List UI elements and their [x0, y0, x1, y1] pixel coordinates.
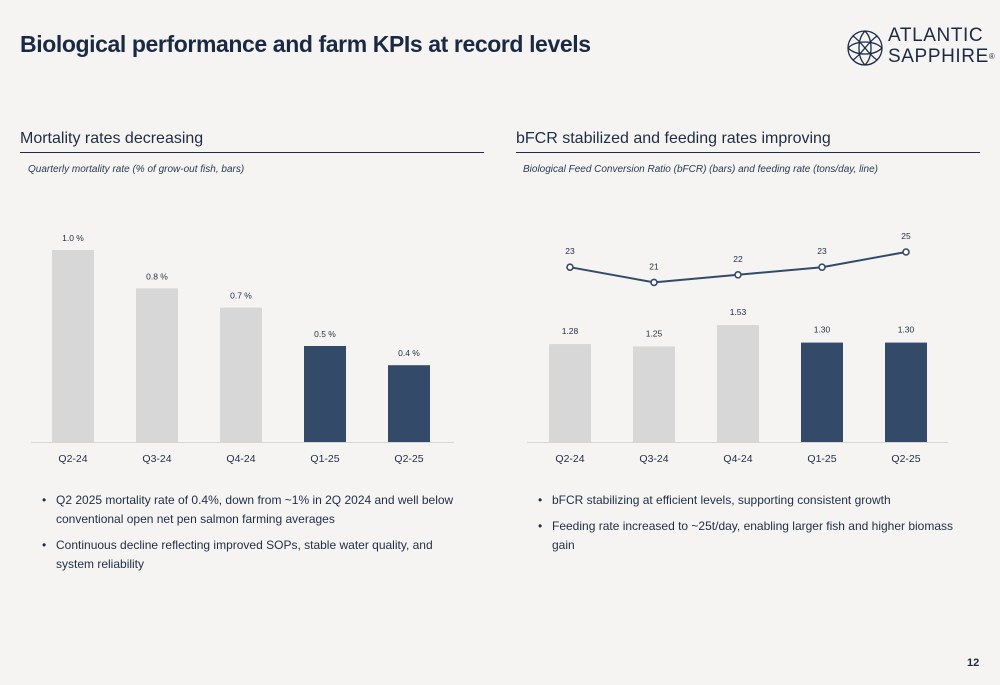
feeding-rate-point	[650, 278, 658, 287]
feeding-rate-point	[902, 248, 910, 256]
bfcr-data-label: 1.30	[898, 325, 915, 335]
mortality-bar	[52, 250, 94, 442]
x-tick-label: Q4-24	[723, 453, 752, 465]
feeding-rate-data-label: 25	[901, 231, 911, 241]
page-number: 12	[967, 657, 980, 669]
bfcr-bar	[801, 342, 843, 442]
bfcr-data-label: 1.25	[646, 328, 663, 338]
bfcr-bar	[717, 325, 759, 442]
x-tick-label: Q1-25	[807, 453, 836, 465]
company-logo: ATLANTIC SAPPHIRE®	[845, 23, 995, 75]
mortality-bar	[304, 346, 346, 442]
feeding-rate-point	[734, 270, 742, 279]
feeding-rate-point	[818, 263, 826, 272]
logo-line-1: ATLANTIC	[888, 25, 984, 46]
right-bullet-list: bFCR stabilizing at efficient levels, su…	[536, 491, 976, 562]
x-tick-label: Q2-24	[555, 453, 584, 465]
logo-wordmark: ATLANTIC SAPPHIRE®	[888, 25, 995, 67]
mortality-data-label: 0.7 %	[230, 291, 252, 301]
feeding-rate-point	[566, 263, 574, 272]
bfcr-data-label: 1.30	[814, 325, 831, 335]
feeding-rate-data-label: 21	[649, 261, 659, 271]
bfcr-data-label: 1.53	[730, 307, 747, 317]
left-bullet-2: Continuous decline reflecting improved S…	[40, 536, 470, 574]
left-chart-subtitle: Quarterly mortality rate (% of grow-out …	[28, 164, 245, 175]
mortality-data-label: 0.4 %	[398, 348, 420, 358]
x-tick-label: Q2-25	[891, 453, 920, 465]
x-tick-label: Q2-25	[394, 453, 423, 465]
mortality-bar	[136, 288, 178, 442]
x-tick-label: Q3-24	[639, 453, 668, 465]
left-bullet-list: Q2 2025 mortality rate of 0.4%, down fro…	[40, 491, 470, 581]
x-tick-label: Q1-25	[310, 453, 339, 465]
logo-line-2: SAPPHIRE®	[888, 46, 996, 67]
bfcr-bar	[885, 342, 927, 442]
mortality-data-label: 0.8 %	[146, 271, 168, 281]
bfcr-bar	[633, 346, 675, 442]
page-title: Biological performance and farm KPIs at …	[20, 31, 591, 57]
x-tick-label: Q2-24	[58, 453, 87, 465]
feeding-rate-data-label: 23	[565, 246, 575, 256]
x-tick-label: Q4-24	[226, 453, 255, 465]
x-tick-label: Q3-24	[142, 453, 171, 465]
right-bullet-1: bFCR stabilizing at efficient levels, su…	[536, 491, 976, 510]
feeding-rate-data-label: 22	[733, 254, 743, 264]
mortality-bar	[388, 365, 430, 442]
left-section-heading: Mortality rates decreasing	[20, 130, 204, 147]
logo-mark-icon	[847, 30, 883, 66]
mortality-data-label: 0.5 %	[314, 329, 336, 339]
right-section-divider	[516, 152, 980, 153]
feeding-rate-data-label: 23	[817, 246, 827, 256]
right-section-heading: bFCR stabilized and feeding rates improv…	[516, 130, 831, 147]
left-section-divider	[20, 152, 484, 153]
right-bullet-2: Feeding rate increased to ~25t/day, enab…	[536, 517, 976, 555]
mortality-bar	[220, 307, 262, 442]
right-chart-subtitle: Biological Feed Conversion Ratio (bFCR) …	[523, 164, 878, 175]
left-bullet-1: Q2 2025 mortality rate of 0.4%, down fro…	[40, 491, 470, 529]
bfcr-bar	[549, 344, 591, 442]
registered-mark: ®	[988, 52, 996, 61]
bfcr-data-label: 1.28	[562, 326, 579, 336]
mortality-data-label: 1.0 %	[62, 233, 84, 243]
